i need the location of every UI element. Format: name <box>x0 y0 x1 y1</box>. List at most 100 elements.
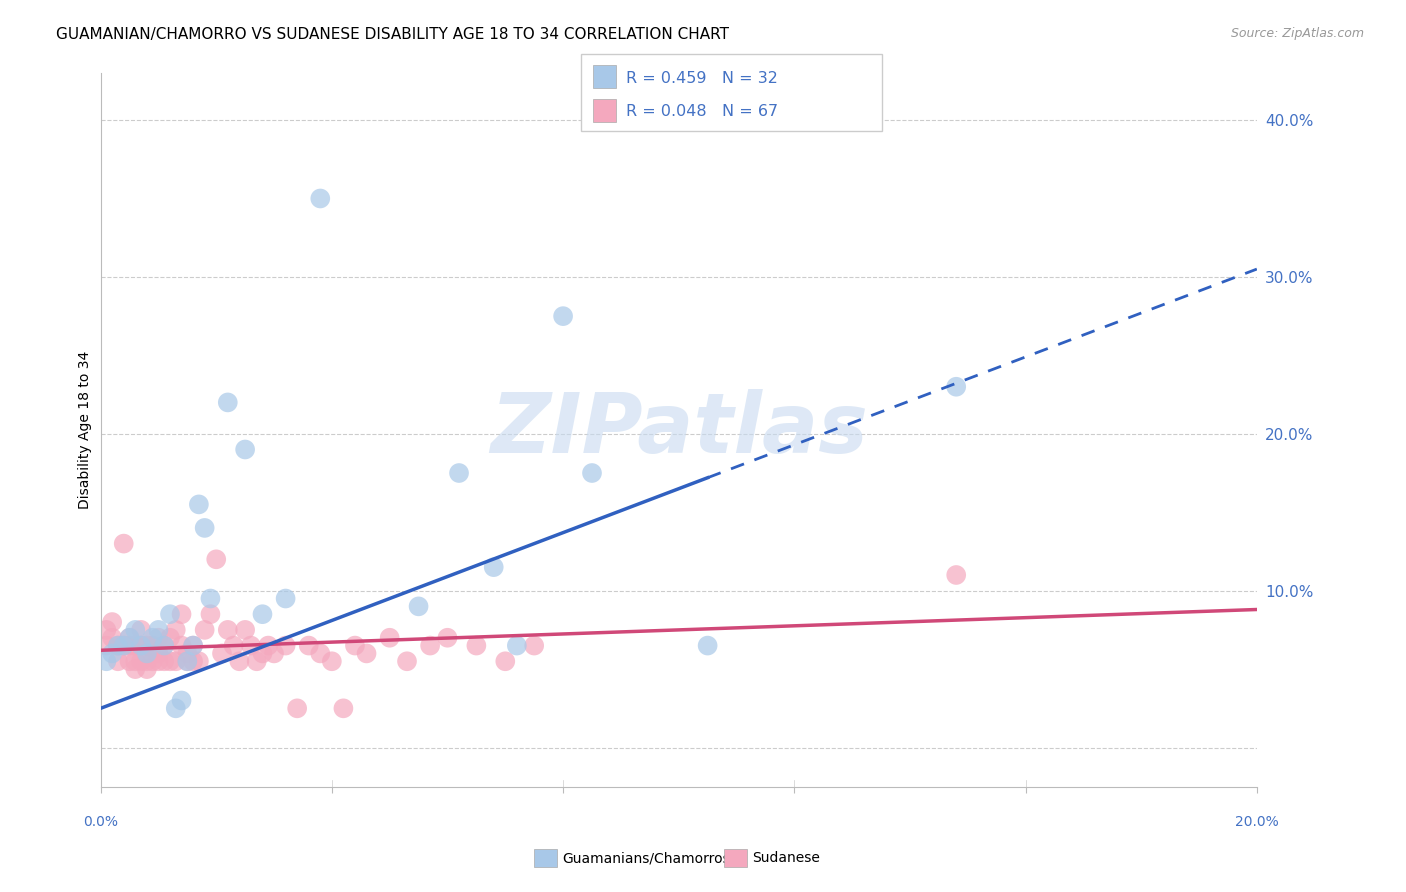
Point <box>165 701 187 715</box>
Point <box>181 654 204 668</box>
Point <box>482 560 505 574</box>
Y-axis label: Disability Age 18 to 34: Disability Age 18 to 34 <box>79 351 93 509</box>
Point <box>112 639 135 653</box>
Point <box>170 607 193 622</box>
Point <box>523 639 546 653</box>
Point <box>187 654 209 668</box>
Point <box>153 639 176 653</box>
Point <box>408 599 430 614</box>
Point <box>194 521 217 535</box>
Point <box>165 654 187 668</box>
Point <box>321 654 343 668</box>
Text: 0.0%: 0.0% <box>83 815 118 829</box>
Point <box>263 647 285 661</box>
Point <box>246 654 269 668</box>
Point <box>274 591 297 606</box>
Point <box>135 654 157 668</box>
Point <box>124 623 146 637</box>
Point <box>187 497 209 511</box>
Point <box>176 654 198 668</box>
Point <box>124 654 146 668</box>
Point <box>465 639 488 653</box>
Text: Source: ZipAtlas.com: Source: ZipAtlas.com <box>1230 27 1364 40</box>
Point <box>142 631 165 645</box>
Point <box>945 568 967 582</box>
Point <box>112 639 135 653</box>
Text: GUAMANIAN/CHAMORRO VS SUDANESE DISABILITY AGE 18 TO 34 CORRELATION CHART: GUAMANIAN/CHAMORRO VS SUDANESE DISABILIT… <box>56 27 730 42</box>
Text: Sudanese: Sudanese <box>752 851 820 865</box>
Point <box>211 647 233 661</box>
Point <box>135 647 157 661</box>
Point <box>124 639 146 653</box>
Point <box>129 639 152 653</box>
Point <box>945 380 967 394</box>
Point <box>135 662 157 676</box>
Point <box>205 552 228 566</box>
Point <box>200 591 222 606</box>
Point <box>436 631 458 645</box>
Point <box>285 701 308 715</box>
Text: 20.0%: 20.0% <box>1234 815 1278 829</box>
Point <box>148 631 170 645</box>
Text: R = 0.459   N = 32: R = 0.459 N = 32 <box>626 70 778 86</box>
Point <box>118 654 141 668</box>
Point <box>298 639 321 653</box>
Point <box>378 631 401 645</box>
Point <box>257 639 280 653</box>
Point <box>112 536 135 550</box>
Point <box>176 647 198 661</box>
Point <box>142 639 165 653</box>
Point <box>159 631 181 645</box>
Point <box>332 701 354 715</box>
Point <box>239 639 262 653</box>
Point <box>107 639 129 653</box>
Point <box>101 615 124 629</box>
Point <box>96 654 118 668</box>
Point <box>118 631 141 645</box>
Point <box>494 654 516 668</box>
Text: Guamanians/Chamorros: Guamanians/Chamorros <box>562 851 730 865</box>
Point <box>129 623 152 637</box>
Text: ZIPatlas: ZIPatlas <box>489 390 868 470</box>
Point <box>96 623 118 637</box>
Point <box>148 654 170 668</box>
Point <box>165 623 187 637</box>
Point <box>118 639 141 653</box>
Point <box>176 654 198 668</box>
Text: R = 0.048   N = 67: R = 0.048 N = 67 <box>626 103 778 119</box>
Point <box>107 639 129 653</box>
Point <box>343 639 366 653</box>
Point <box>194 623 217 637</box>
Point <box>129 654 152 668</box>
Point <box>96 639 118 653</box>
Point <box>135 639 157 653</box>
Point <box>148 623 170 637</box>
Point <box>142 654 165 668</box>
Point <box>118 631 141 645</box>
Point <box>148 647 170 661</box>
Point <box>181 639 204 653</box>
Point <box>233 442 256 457</box>
Point <box>581 466 603 480</box>
Point <box>252 647 274 661</box>
Point <box>309 647 332 661</box>
Point <box>696 639 718 653</box>
Point <box>101 631 124 645</box>
Point <box>181 639 204 653</box>
Point <box>101 647 124 661</box>
Point <box>551 309 574 323</box>
Point <box>107 654 129 668</box>
Point <box>159 654 181 668</box>
Point <box>233 623 256 637</box>
Point <box>217 395 239 409</box>
Point <box>309 192 332 206</box>
Point <box>222 639 245 653</box>
Point <box>419 639 441 653</box>
Point <box>447 466 470 480</box>
Point <box>200 607 222 622</box>
Point <box>217 623 239 637</box>
Point <box>252 607 274 622</box>
Point <box>153 654 176 668</box>
Point <box>129 639 152 653</box>
Point <box>170 639 193 653</box>
